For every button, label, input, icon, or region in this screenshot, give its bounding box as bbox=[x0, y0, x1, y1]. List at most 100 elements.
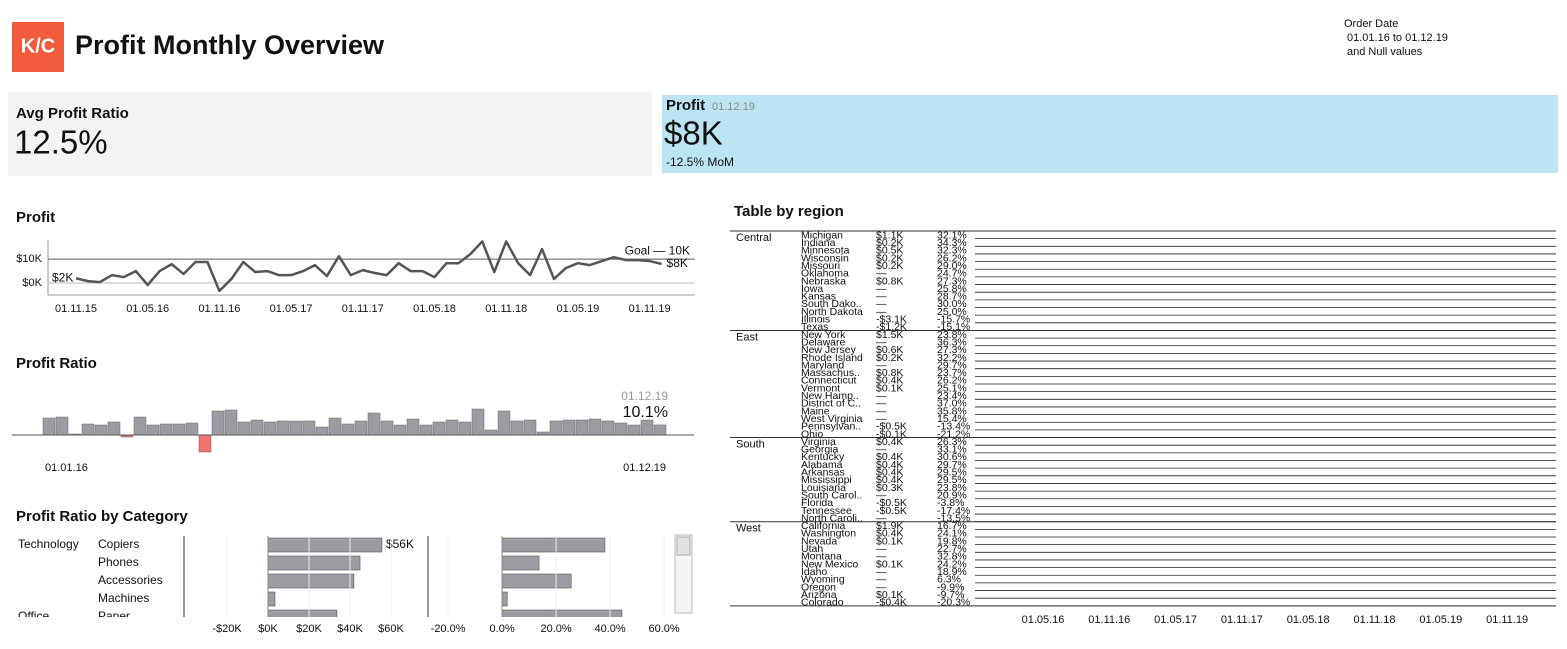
state-name: Indiana bbox=[801, 237, 836, 249]
state-ratio: 29.7% bbox=[937, 459, 967, 471]
bar bbox=[55, 416, 69, 436]
state-name: Michigan bbox=[801, 229, 843, 241]
kpi-label: Avg Profit Ratio bbox=[16, 105, 129, 122]
x-tick-label: 01.05.16 bbox=[1022, 614, 1065, 626]
scrollbar-thumb[interactable] bbox=[676, 536, 691, 556]
state-profit: — bbox=[876, 336, 887, 348]
state-profit: $0.2K bbox=[876, 352, 903, 364]
bar bbox=[328, 417, 342, 436]
state-ratio: -20.3% bbox=[937, 597, 970, 609]
state-ratio: 25.8% bbox=[937, 283, 967, 295]
filter-range[interactable]: 01.01.16 to 01.12.19 bbox=[1347, 32, 1448, 44]
bar bbox=[510, 420, 524, 436]
state-ratio: 24.2% bbox=[937, 558, 967, 570]
bar bbox=[224, 409, 238, 436]
state-ratio: 20.9% bbox=[937, 489, 967, 501]
state-profit: $0.6K bbox=[876, 344, 903, 356]
state-name: Rhode Island bbox=[801, 352, 863, 364]
state-name: New Hamp.. bbox=[801, 390, 859, 402]
state-profit: $0.3K bbox=[876, 482, 903, 494]
state-ratio: 30.0% bbox=[937, 298, 967, 310]
kpi-date: 01.12.19 bbox=[712, 101, 755, 113]
state-profit: $0.1K bbox=[876, 382, 903, 394]
chart-title: Profit bbox=[16, 209, 55, 226]
state-name: Montana bbox=[801, 551, 842, 563]
x-tick-label: 01.05.17 bbox=[1154, 614, 1197, 626]
filter-note[interactable]: and Null values bbox=[1347, 46, 1423, 58]
state-name: Illinois bbox=[801, 314, 830, 326]
x-tick-label: 01.05.18 bbox=[1287, 614, 1330, 626]
bar bbox=[172, 423, 186, 436]
state-profit: — bbox=[876, 489, 887, 501]
state-ratio: 23.8% bbox=[937, 329, 967, 341]
x-tick-label: 0.0% bbox=[490, 623, 515, 635]
filter-label[interactable]: Order Date bbox=[1344, 18, 1398, 30]
state-name: Nebraska bbox=[801, 275, 846, 287]
state-profit: $0.1K bbox=[876, 535, 903, 547]
bar bbox=[523, 419, 537, 436]
x-tick-label: $20K bbox=[296, 623, 322, 635]
state-ratio: 26.2% bbox=[937, 252, 967, 264]
category-label: Accessories bbox=[98, 573, 163, 587]
state-profit: $0.1K bbox=[876, 558, 903, 570]
state-ratio: 27.3% bbox=[937, 344, 967, 356]
state-name: New Mexico bbox=[801, 558, 858, 570]
state-name: Mississippi bbox=[801, 474, 852, 486]
state-profit: — bbox=[876, 268, 887, 280]
state-name: Kansas bbox=[801, 291, 836, 303]
chart-title: Profit Ratio by Category bbox=[16, 508, 188, 525]
data-label: $56K bbox=[386, 537, 414, 551]
bar bbox=[81, 423, 95, 436]
bar bbox=[588, 418, 602, 436]
bar bbox=[501, 591, 508, 607]
state-profit: — bbox=[876, 405, 887, 417]
state-profit: — bbox=[876, 543, 887, 555]
state-name: Iowa bbox=[801, 283, 823, 295]
bar bbox=[198, 434, 212, 453]
table-title: Table by region bbox=[734, 203, 844, 220]
state-name: North Dakota bbox=[801, 306, 863, 318]
state-profit: $0.5K bbox=[876, 245, 903, 257]
state-ratio: 33.1% bbox=[937, 444, 967, 456]
data-label: 10.1% bbox=[623, 404, 668, 421]
x-tick-label: 01.11.16 bbox=[1088, 614, 1130, 626]
x-tick-label: 40.0% bbox=[594, 623, 625, 635]
state-name: Utah bbox=[801, 543, 823, 555]
state-ratio: 26.3% bbox=[937, 436, 967, 448]
bar bbox=[445, 419, 459, 436]
bar bbox=[267, 537, 383, 553]
category-chart: Technology Copiers Phones Accessories Machin… bbox=[18, 537, 623, 617]
state-profit: — bbox=[876, 390, 887, 402]
state-name: California bbox=[801, 520, 846, 532]
state-profit: — bbox=[876, 444, 887, 456]
state-name: New York bbox=[801, 329, 846, 341]
region-label: East bbox=[736, 331, 758, 343]
state-profit: $0.4K bbox=[876, 436, 903, 448]
state-ratio: 16.7% bbox=[937, 520, 967, 532]
state-ratio: 29.5% bbox=[937, 467, 967, 479]
group-label: Technology bbox=[18, 537, 79, 551]
state-profit: — bbox=[876, 398, 887, 410]
state-ratio: 28.7% bbox=[937, 291, 967, 303]
bar bbox=[354, 420, 368, 436]
x-tick-label: $40K bbox=[337, 623, 363, 635]
state-profit: $0.4K bbox=[876, 474, 903, 486]
bar bbox=[406, 418, 420, 436]
x-tick-label: 01.05.16 bbox=[126, 303, 169, 315]
state-ratio: -9.7% bbox=[937, 589, 964, 601]
state-profit: — bbox=[876, 512, 887, 524]
state-name: New Jersey bbox=[801, 344, 857, 356]
state-profit: -$0.5K bbox=[876, 505, 907, 517]
bar bbox=[501, 609, 623, 617]
y-tick-label: $0K bbox=[22, 277, 42, 289]
state-name: Florida bbox=[801, 497, 833, 509]
state-name: Nevada bbox=[801, 535, 837, 547]
state-ratio: 19.8% bbox=[937, 535, 967, 547]
state-ratio: -9.9% bbox=[937, 581, 964, 593]
state-name: Washington bbox=[801, 528, 856, 540]
bar bbox=[471, 408, 485, 436]
bar bbox=[575, 419, 589, 436]
state-name: South Carol.. bbox=[801, 489, 862, 501]
state-profit: — bbox=[876, 359, 887, 371]
data-label: $2K bbox=[52, 270, 73, 284]
